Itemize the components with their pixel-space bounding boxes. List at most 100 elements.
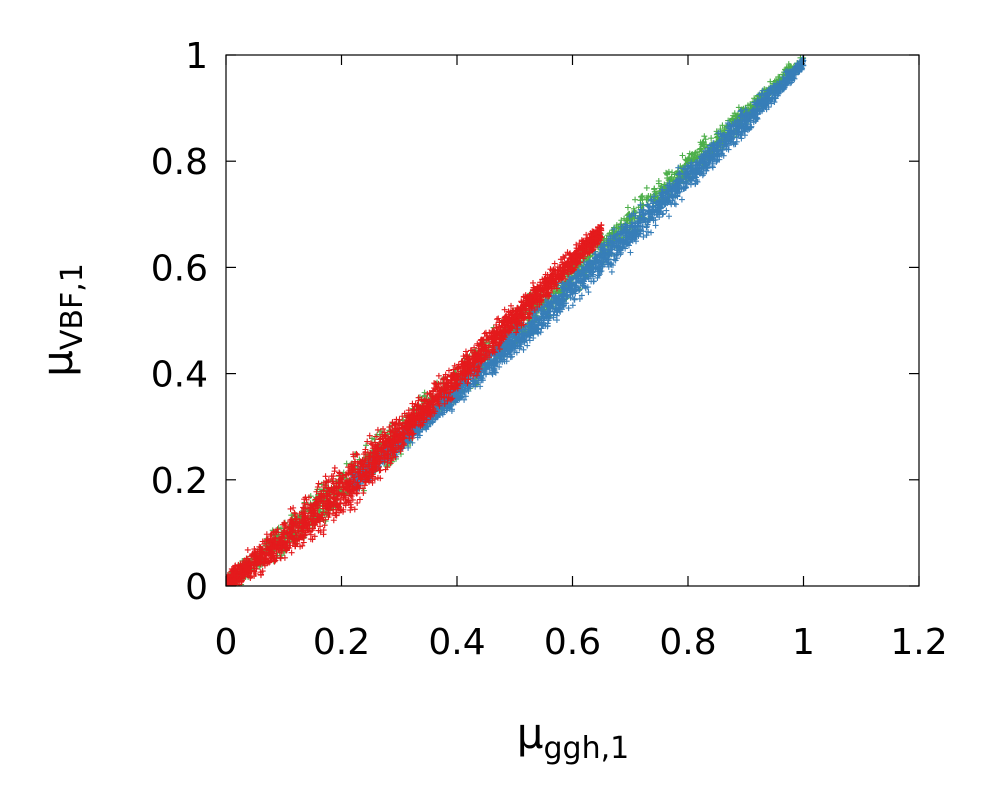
data-points: [223, 55, 807, 597]
data-point: [680, 183, 687, 190]
data-point: [666, 180, 673, 186]
data-point: [615, 243, 622, 250]
data-point: [275, 524, 282, 531]
data-point: [514, 342, 521, 349]
data-point: [654, 211, 661, 218]
data-point: [226, 588, 232, 594]
data-point: [598, 268, 605, 275]
data-point: [742, 128, 749, 135]
data-point: [232, 585, 234, 586]
data-point: [782, 69, 789, 76]
data-point: [513, 329, 520, 336]
data-point: [540, 317, 547, 324]
data-point: [704, 162, 711, 169]
data-point: [511, 344, 518, 351]
data-point: [685, 154, 692, 161]
data-point: [648, 229, 655, 236]
data-point: [486, 329, 493, 336]
data-point: [643, 184, 650, 191]
data-point: [662, 195, 669, 202]
data-point: [536, 319, 543, 326]
data-point: [678, 196, 685, 203]
data-point: [664, 171, 671, 178]
data-point: [477, 374, 484, 381]
data-point: [640, 228, 647, 235]
data-point: [768, 95, 775, 102]
data-point: [639, 214, 646, 221]
data-point: [736, 131, 743, 138]
data-point: [653, 199, 660, 206]
data-point: [590, 278, 597, 285]
data-point: [658, 197, 665, 204]
data-point: [717, 144, 724, 151]
data-point: [710, 155, 717, 162]
data-point: [508, 353, 515, 360]
data-point: [647, 210, 654, 217]
data-point: [613, 222, 620, 229]
data-point: [610, 232, 617, 239]
data-point: [676, 176, 683, 183]
data-point: [684, 180, 691, 187]
data-point: [631, 227, 638, 234]
data-point: [441, 407, 448, 414]
data-point: [354, 451, 361, 458]
data-point: [224, 591, 230, 597]
data-point: [578, 292, 585, 299]
data-point: [651, 194, 658, 201]
data-point: [529, 320, 536, 327]
data-point: [594, 265, 601, 272]
data-point: [628, 236, 635, 243]
data-point: [558, 284, 565, 291]
data-point: [578, 262, 585, 269]
data-point: [660, 210, 667, 217]
data-point: [464, 385, 471, 392]
data-point: [644, 201, 651, 208]
data-point: [524, 342, 531, 349]
data-point: [719, 122, 726, 129]
data-point: [516, 331, 523, 338]
data-point: [758, 90, 765, 97]
data-point: [565, 305, 572, 312]
data-point: [681, 178, 688, 185]
data-point: [290, 504, 297, 511]
data-point: [682, 173, 689, 180]
data-point: [698, 158, 705, 165]
data-point: [605, 256, 612, 263]
data-point: [743, 118, 750, 125]
data-point: [573, 279, 580, 286]
data-point: [386, 424, 393, 431]
data-point: [585, 289, 592, 296]
data-point: [633, 232, 640, 239]
data-point: [789, 72, 796, 79]
data-point: [223, 587, 229, 593]
data-point: [436, 411, 443, 418]
data-point: [771, 83, 778, 90]
data-point: [316, 523, 323, 530]
data-point: [560, 292, 567, 299]
data-point: [709, 160, 716, 167]
data-point: [754, 114, 761, 121]
data-point: [527, 326, 534, 333]
data-point: [752, 118, 759, 125]
data-point: [607, 233, 614, 240]
data-point: [652, 222, 659, 229]
data-point: [679, 152, 686, 159]
data-point: [799, 58, 806, 65]
data-point: [552, 298, 559, 305]
data-point: [733, 134, 740, 141]
series-2: [226, 221, 605, 586]
data-point: [760, 105, 767, 112]
data-point: [505, 347, 512, 354]
data-point: [694, 148, 701, 155]
data-point: [709, 145, 716, 152]
data-point: [742, 115, 749, 122]
data-point: [356, 496, 363, 503]
data-point: [532, 325, 539, 332]
data-point: [363, 442, 370, 449]
data-point: [546, 312, 553, 319]
data-point: [549, 304, 556, 311]
data-point: [701, 163, 708, 170]
data-point: [499, 344, 506, 351]
data-point: [617, 251, 624, 258]
data-point: [496, 363, 503, 370]
